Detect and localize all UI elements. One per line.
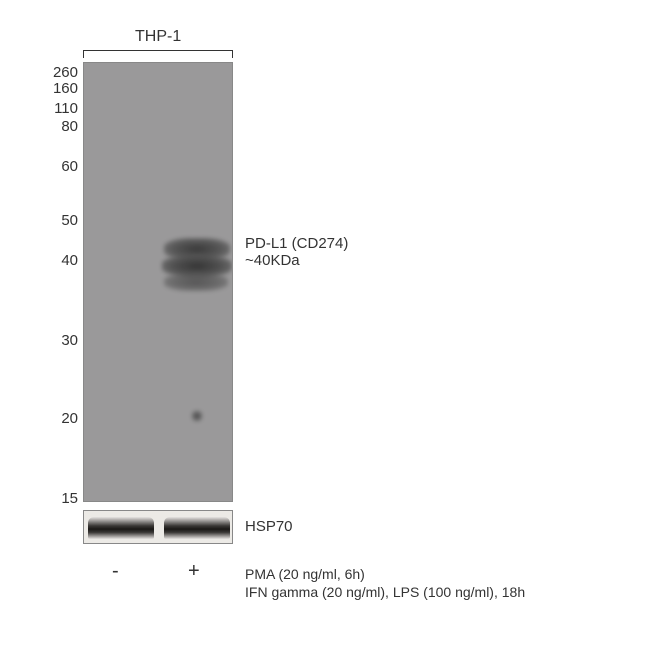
treatment-symbol: + <box>188 560 200 583</box>
target-protein-label: PD-L1 (CD274) ~40KDa <box>245 235 348 269</box>
mw-marker: 160 <box>40 80 78 97</box>
blot-band <box>164 273 228 291</box>
mw-marker: 30 <box>40 332 78 349</box>
mw-marker: 40 <box>40 252 78 269</box>
mw-marker: 50 <box>40 212 78 229</box>
loading-band <box>88 517 154 539</box>
mw-marker: 80 <box>40 118 78 135</box>
loading-control-label: HSP70 <box>245 518 293 535</box>
target-label-line1: PD-L1 (CD274) <box>245 235 348 252</box>
main-blot <box>83 62 233 502</box>
mw-marker: 15 <box>40 490 78 507</box>
western-blot-figure: THP-1 260160 11080 60 50 40 30 20 15 PD-L1 (CD2… <box>20 20 630 647</box>
mw-marker: 110 <box>40 100 78 117</box>
mw-marker: 260 <box>40 64 78 81</box>
treatment-line: IFN gamma (20 ng/ml), LPS (100 ng/ml), 1… <box>245 583 525 601</box>
loading-band <box>164 517 230 539</box>
loading-control-blot <box>83 510 233 544</box>
blot-band <box>192 411 202 421</box>
treatment-description: PMA (20 ng/ml, 6h)IFN gamma (20 ng/ml), … <box>245 565 525 601</box>
treatment-symbol: - <box>112 560 119 583</box>
mw-marker: 60 <box>40 158 78 175</box>
sample-bracket <box>83 50 233 58</box>
treatment-line: PMA (20 ng/ml, 6h) <box>245 565 525 583</box>
target-label-line2: ~40KDa <box>245 252 348 269</box>
mw-marker: 20 <box>40 410 78 427</box>
sample-label: THP-1 <box>135 28 181 46</box>
